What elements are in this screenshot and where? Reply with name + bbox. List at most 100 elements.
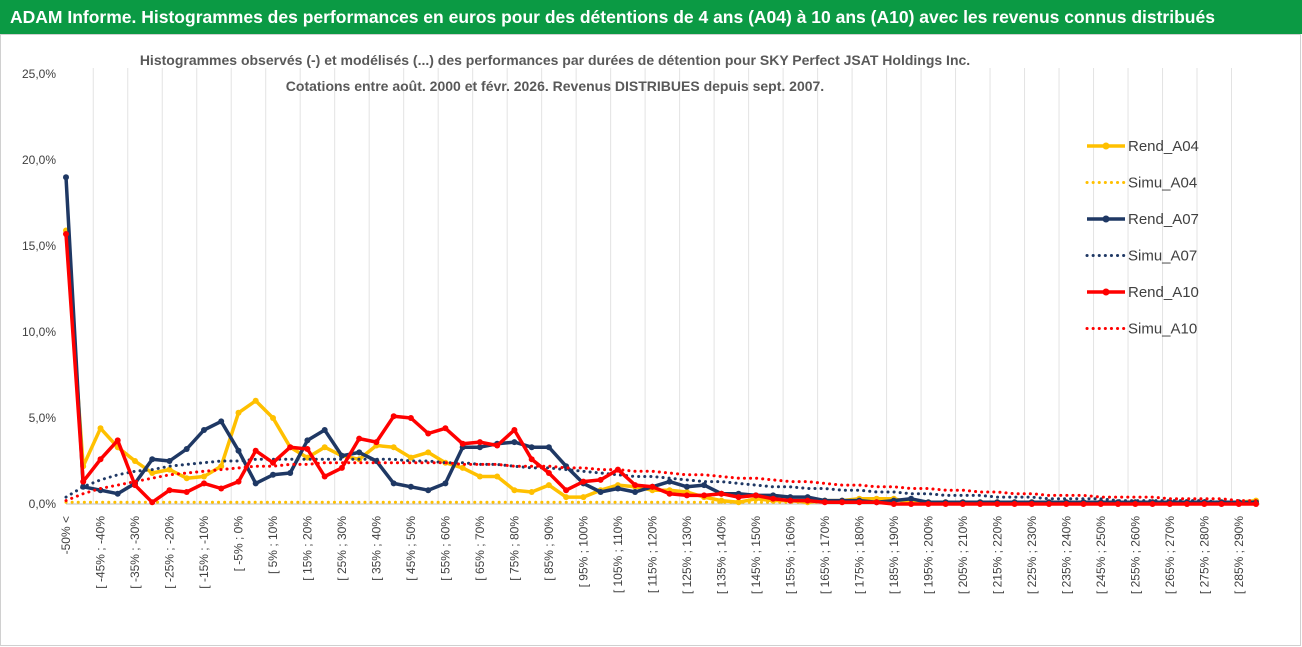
data-point-rend-a10 — [97, 456, 104, 463]
gridlines — [92, 68, 1233, 504]
legend-label: Rend_A04 — [1128, 138, 1199, 155]
data-point-rend-a04 — [270, 415, 276, 421]
data-point-rend-a04 — [580, 494, 587, 501]
x-tick-label: [ 185% ; 190% — [887, 516, 901, 594]
series-line-simu-a10 — [64, 461, 1258, 503]
data-point-rend-a07 — [321, 427, 328, 433]
data-point-rend-a04 — [201, 473, 207, 480]
data-point-rend-a10 — [597, 476, 604, 483]
data-point-rend-a07 — [632, 489, 639, 495]
data-point-rend-a10 — [839, 499, 846, 506]
data-point-rend-a10 — [1028, 501, 1035, 507]
x-tick-label: [ 135% ; 140% — [714, 516, 728, 594]
legend-label: Simu_A10 — [1128, 321, 1197, 338]
x-tick-label: [ 275% ; 280% — [1197, 516, 1211, 594]
data-point-rend-a07 — [252, 480, 259, 487]
data-point-rend-a04 — [425, 449, 432, 456]
data-point-rend-a10 — [183, 489, 190, 495]
data-point-rend-a10 — [1011, 501, 1018, 507]
data-point-rend-a10 — [166, 487, 173, 494]
data-point-rend-a07 — [390, 480, 397, 487]
data-point-rend-a10 — [528, 456, 535, 463]
x-tick-label: [ 165% ; 170% — [818, 516, 832, 594]
data-point-rend-a10 — [1166, 501, 1173, 507]
data-point-rend-a10 — [511, 427, 518, 433]
data-point-rend-a10 — [787, 497, 794, 504]
data-point-rend-a10 — [356, 435, 363, 442]
legend-label: Rend_A10 — [1128, 284, 1199, 301]
data-point-rend-a07 — [407, 483, 414, 490]
data-point-rend-a10 — [994, 501, 1001, 507]
data-point-rend-a07 — [183, 446, 190, 452]
data-point-rend-a10 — [80, 478, 87, 485]
data-point-rend-a10 — [977, 501, 984, 507]
data-point-rend-a10 — [476, 439, 483, 446]
data-point-rend-a04 — [511, 487, 518, 494]
data-point-rend-a04 — [545, 482, 552, 489]
data-point-rend-a10 — [942, 501, 949, 507]
data-point-rend-a07 — [528, 444, 535, 451]
data-point-rend-a04 — [183, 475, 190, 482]
data-point-rend-a10 — [201, 480, 207, 487]
legend-label: Rend_A07 — [1128, 211, 1199, 228]
x-tick-label: [ 45% ; 50% — [404, 516, 418, 581]
data-point-rend-a07 — [201, 427, 207, 433]
series-lines — [63, 174, 1259, 507]
data-point-rend-a10 — [683, 492, 690, 499]
data-point-rend-a07 — [235, 447, 242, 454]
data-point-rend-a10 — [701, 492, 708, 499]
data-point-rend-a10 — [563, 487, 570, 494]
x-tick-label: [ 235% ; 240% — [1059, 516, 1073, 594]
data-point-rend-a10 — [252, 447, 259, 454]
data-point-rend-a04 — [407, 454, 414, 461]
x-tick-label: [ 95% ; 100% — [576, 516, 590, 588]
data-point-rend-a10 — [925, 501, 932, 507]
data-point-rend-a10 — [1235, 501, 1242, 507]
data-point-rend-a07 — [442, 480, 449, 487]
data-point-rend-a07 — [166, 458, 173, 464]
x-tick-label: [ -35% ; -30% — [128, 516, 142, 589]
data-point-rend-a07 — [63, 174, 69, 181]
x-tick-label: [ 255% ; 260% — [1128, 516, 1142, 594]
data-point-rend-a10 — [149, 499, 156, 506]
data-point-rend-a04 — [166, 466, 173, 473]
data-point-rend-a04 — [235, 409, 242, 416]
data-point-rend-a04 — [528, 489, 535, 495]
data-point-rend-a04 — [321, 444, 328, 451]
data-point-rend-a10 — [270, 459, 276, 466]
x-tick-label: [ 75% ; 80% — [507, 516, 521, 581]
x-tick-label: [ 215% ; 220% — [990, 516, 1004, 594]
data-point-rend-a10 — [821, 499, 828, 506]
data-point-rend-a04 — [459, 464, 466, 471]
data-point-rend-a10 — [666, 490, 673, 497]
data-point-rend-a04 — [494, 473, 501, 480]
data-point-rend-a10 — [304, 446, 311, 452]
data-point-rend-a07 — [218, 418, 225, 425]
y-tick-label: 20,0% — [22, 153, 56, 167]
chart-frame — [0, 34, 1301, 646]
data-point-rend-a10 — [218, 485, 225, 492]
data-point-rend-a10 — [873, 499, 880, 506]
data-point-rend-a04 — [218, 463, 225, 470]
data-point-rend-a10 — [114, 437, 121, 444]
legend-marker — [1102, 142, 1110, 150]
data-point-rend-a10 — [649, 483, 656, 490]
data-point-rend-a10 — [1218, 501, 1225, 507]
data-point-rend-a07 — [545, 444, 552, 451]
data-point-rend-a07 — [666, 478, 673, 485]
data-point-rend-a04 — [97, 425, 104, 432]
x-tick-label: [ 285% ; 290% — [1232, 516, 1246, 594]
x-tick-label: [ 15% ; 20% — [300, 516, 314, 581]
data-point-rend-a10 — [1063, 501, 1070, 507]
x-tick-label: [ 105% ; 110% — [611, 516, 625, 593]
data-point-rend-a10 — [1253, 501, 1259, 507]
data-point-rend-a10 — [63, 231, 69, 237]
data-point-rend-a10 — [890, 501, 897, 507]
data-point-rend-a07 — [149, 456, 156, 463]
chart-title: Histogrammes observés (-) et modélisés (… — [140, 52, 970, 68]
legend-label: Simu_A07 — [1128, 248, 1197, 265]
data-point-rend-a04 — [132, 458, 138, 464]
data-point-rend-a10 — [338, 464, 345, 471]
data-point-rend-a04 — [252, 397, 259, 404]
data-point-rend-a10 — [770, 495, 777, 502]
